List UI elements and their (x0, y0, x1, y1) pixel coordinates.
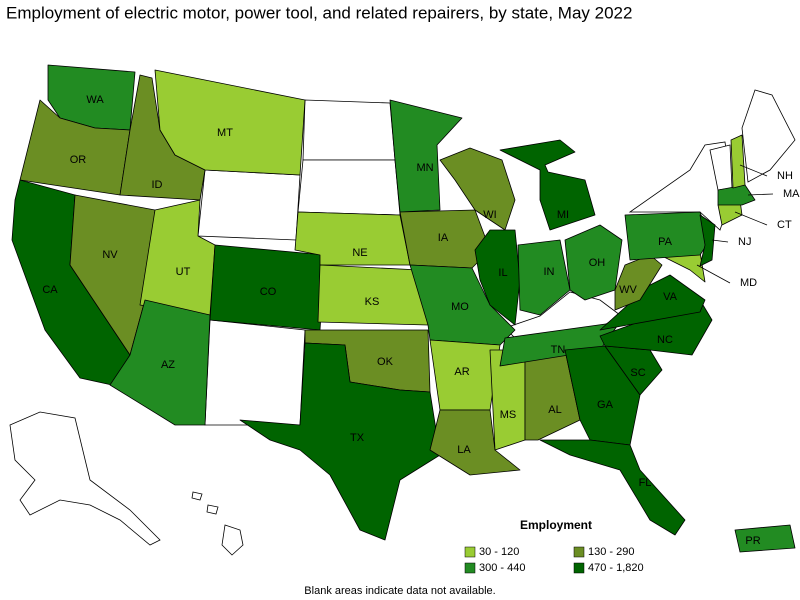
legend-label: 30 - 120 (479, 546, 519, 558)
state-label: MS (500, 409, 517, 421)
state-label: MD (740, 277, 757, 289)
state-label: FL (639, 477, 652, 489)
state-blank (297, 159, 401, 216)
leader-line (711, 239, 729, 243)
state-blank (302, 99, 396, 161)
state-blank (204, 319, 306, 426)
state-label: CT (777, 219, 792, 231)
state-blank (221, 524, 244, 556)
state (730, 134, 746, 189)
map-title: Employment of electric motor, power tool… (6, 3, 632, 22)
state-label: VA (663, 291, 678, 303)
state (517, 239, 571, 316)
state-blank (206, 504, 219, 515)
state-label: WA (86, 94, 104, 106)
legend-swatch (573, 546, 585, 558)
leader-line (739, 164, 768, 177)
state-label: MO (451, 301, 469, 313)
legend-swatch (464, 562, 476, 574)
state-label: IA (438, 232, 449, 244)
footnote: Blank areas indicate data not available. (304, 585, 495, 597)
state (539, 439, 686, 536)
leader-line (734, 211, 768, 226)
state-label: TN (551, 344, 566, 356)
legend-label: 130 - 290 (588, 546, 634, 558)
state-label: NJ (738, 236, 751, 248)
state-label: CO (260, 286, 277, 298)
state-label: MT (217, 127, 233, 139)
leader-line (696, 264, 731, 284)
state-label: AR (454, 366, 469, 378)
state-label: NV (102, 249, 118, 261)
state-blank (9, 411, 161, 546)
state-label: NC (657, 334, 673, 346)
state-label: OH (589, 257, 606, 269)
state-label: NE (352, 247, 367, 259)
legend-title: Employment (520, 518, 592, 532)
leader-line (747, 193, 774, 196)
state-label: MN (416, 162, 433, 174)
legend: 30 - 120 130 - 290 300 - 440 470 - 1,820 (464, 546, 644, 574)
state-label: WV (619, 284, 637, 296)
state-label: PA (658, 236, 673, 248)
state (389, 99, 463, 213)
state-label: CA (42, 284, 58, 296)
state-label: PR (745, 535, 760, 547)
legend-swatch (464, 546, 476, 558)
state-label: AZ (161, 359, 175, 371)
state (154, 69, 306, 176)
legend-label: 470 - 1,820 (588, 562, 644, 574)
legend-swatch (573, 562, 585, 574)
states: WA OR CA NV ID MT UT AZ CO NE KS OK TX MN IA WI MO AR LA MS… (11, 64, 800, 553)
state-label: KS (365, 296, 380, 308)
state (614, 254, 663, 311)
state-label: OR (70, 154, 87, 166)
state-label: TX (350, 432, 365, 444)
state (239, 342, 441, 541)
state-label: AL (548, 404, 561, 416)
state (499, 139, 596, 231)
state (439, 147, 516, 231)
state-label: IN (544, 266, 555, 278)
state-label: IL (498, 267, 507, 279)
state (734, 524, 796, 553)
state (474, 229, 521, 326)
state-blank (741, 89, 796, 183)
state-label: NH (777, 170, 793, 182)
state-label: OK (377, 356, 394, 368)
state-label: ID (152, 179, 163, 191)
legend-label: 300 - 440 (479, 562, 525, 574)
state-label: WI (483, 209, 496, 221)
blank-states (9, 89, 796, 556)
state-label: SC (630, 367, 645, 379)
state-label: MA (783, 188, 800, 200)
state-label: GA (597, 399, 614, 411)
state (429, 409, 521, 476)
state (699, 214, 716, 267)
state-blank (191, 491, 203, 501)
state-label: MI (557, 209, 569, 221)
state-label: LA (457, 444, 471, 456)
state-label: UT (176, 266, 191, 278)
state-blank (197, 169, 301, 241)
